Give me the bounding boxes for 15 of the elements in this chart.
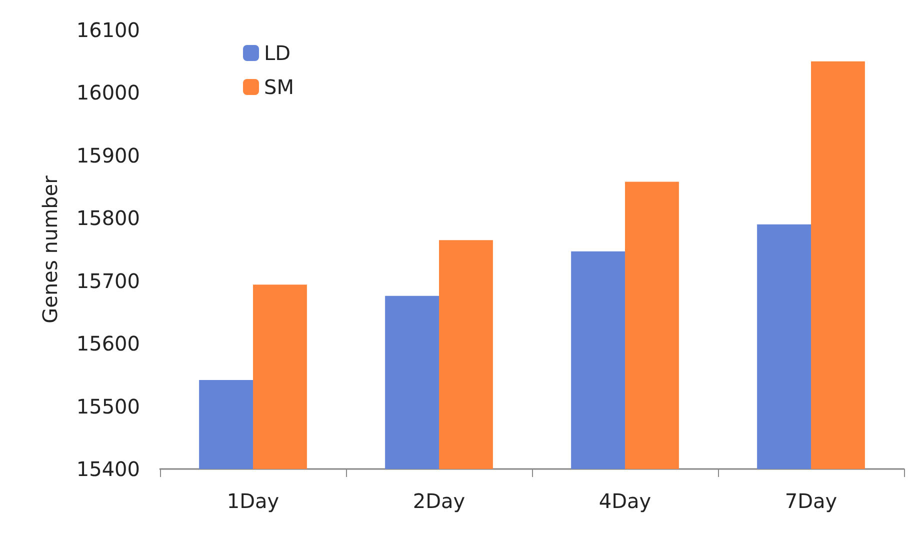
y-tick-label: 15800 xyxy=(76,206,140,230)
y-tick-label: 15600 xyxy=(76,332,140,356)
x-tick-label: 7Day xyxy=(784,489,838,513)
x-tick-label: 2Day xyxy=(412,489,466,513)
y-tick-label: 15700 xyxy=(76,268,140,293)
legend-label: LD xyxy=(264,41,291,65)
y-tick-label: 16000 xyxy=(76,80,140,105)
y-axis-title: Genes number xyxy=(38,174,62,324)
x-tick-label: 1Day xyxy=(226,489,280,513)
legend-label: SM xyxy=(264,75,294,99)
y-tick-label: 16100 xyxy=(76,18,140,42)
y-tick-label: 15400 xyxy=(76,457,140,481)
y-tick-label: 15500 xyxy=(76,394,140,418)
x-tick-label: 4Day xyxy=(598,489,652,513)
y-tick-label: 15900 xyxy=(76,143,140,168)
